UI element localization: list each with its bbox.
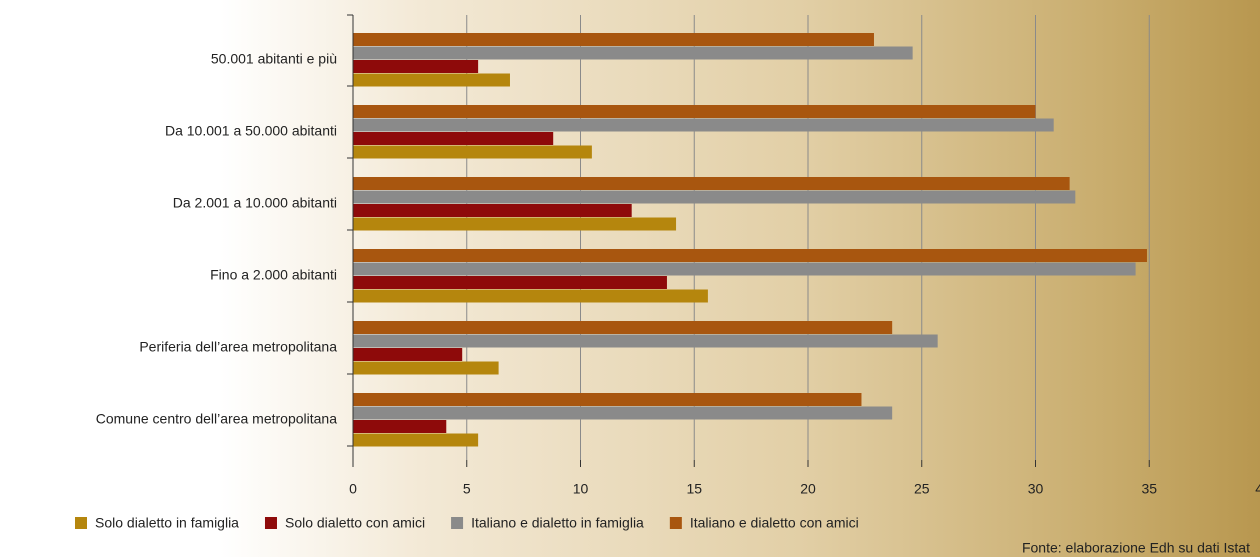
bar <box>353 132 554 145</box>
bar <box>353 361 499 375</box>
x-tick-label: 25 <box>914 481 930 497</box>
y-tick-label: Da 10.001 a 50.000 abitanti <box>165 123 337 139</box>
x-tick-label: 30 <box>1028 481 1044 497</box>
bar <box>353 348 463 361</box>
legend-swatch <box>451 517 464 529</box>
legend-label: Solo dialetto in famiglia <box>95 515 239 531</box>
bar <box>353 33 874 46</box>
bar <box>353 46 913 60</box>
bar <box>353 249 1147 262</box>
bar <box>353 190 1076 204</box>
source-note: Fonte: elaborazione Edh su dati Istat <box>1022 540 1250 556</box>
bar <box>353 334 938 348</box>
legend-label: Italiano e dialetto con amici <box>690 515 859 531</box>
bar <box>353 406 893 420</box>
y-tick-label: Periferia dell’area metropolitana <box>139 339 337 355</box>
x-tick-label: 0 <box>349 481 357 497</box>
legend-label: Italiano e dialetto in famiglia <box>471 515 644 531</box>
y-tick-label: 50.001 abitanti e più <box>211 51 337 67</box>
y-tick-label: Fino a 2.000 abitanti <box>210 267 337 283</box>
x-tick-label: 15 <box>686 481 702 497</box>
y-tick-label: Comune centro dell’area metropolitana <box>96 411 337 427</box>
bar <box>353 420 447 433</box>
bar <box>353 433 479 447</box>
bar <box>353 60 479 73</box>
bar <box>353 105 1036 118</box>
bar <box>353 262 1136 276</box>
bar <box>353 321 893 334</box>
legend-swatch <box>669 517 682 529</box>
bar <box>353 204 632 217</box>
x-tick-label: 20 <box>800 481 816 497</box>
x-tick-label: 40 <box>1255 481 1260 497</box>
bar <box>353 276 667 289</box>
bar <box>353 393 862 406</box>
bar <box>353 118 1054 132</box>
bar <box>353 145 592 159</box>
legend-swatch <box>75 517 87 529</box>
legend-swatch <box>264 517 277 529</box>
legend-label: Solo dialetto con amici <box>285 515 425 531</box>
x-tick-label: 35 <box>1141 481 1157 497</box>
bar <box>353 177 1070 190</box>
bar <box>353 217 677 231</box>
y-tick-label: Da 2.001 a 10.000 abitanti <box>173 195 337 211</box>
bar <box>353 73 510 87</box>
bar <box>353 289 708 303</box>
x-tick-label: 10 <box>573 481 589 497</box>
x-tick-label: 5 <box>463 481 471 497</box>
